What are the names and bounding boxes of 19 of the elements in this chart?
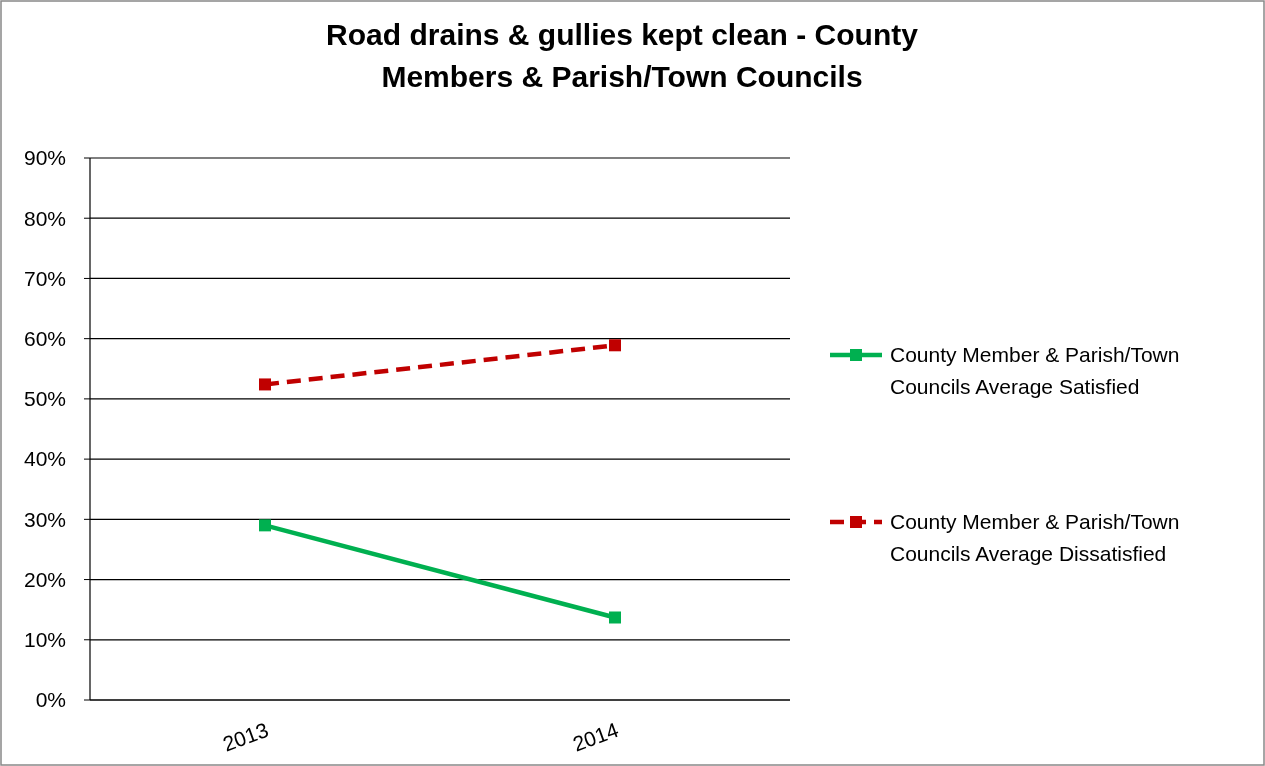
y-tick-label: 90%: [23, 146, 66, 170]
x-tick-label: 2013: [219, 717, 272, 756]
y-tick-label: 10%: [23, 628, 66, 652]
y-tick-label: 50%: [23, 387, 66, 411]
y-tick-label: 40%: [23, 447, 66, 471]
y-tick-label: 30%: [23, 507, 66, 531]
x-tick-label: 2014: [569, 717, 622, 756]
point: [609, 339, 621, 352]
legend-label: County Member & Parish/Town Councils Average Satisfied: [890, 343, 1180, 398]
y-tick-label: 60%: [23, 327, 66, 351]
y-tick-label: 80%: [23, 206, 66, 230]
point: [609, 611, 621, 624]
legend-label: County Member & Parish/Town Councils Average Dissatisfied: [890, 510, 1180, 565]
y-tick-label: 20%: [23, 567, 66, 591]
point: [259, 519, 271, 532]
y-tick-label: 0%: [35, 688, 66, 712]
point: [259, 378, 271, 391]
chart-title: Road drains & gullies kept clean - County Members & Parish/Town Councils: [326, 18, 919, 93]
y-tick-label: 70%: [23, 266, 66, 290]
